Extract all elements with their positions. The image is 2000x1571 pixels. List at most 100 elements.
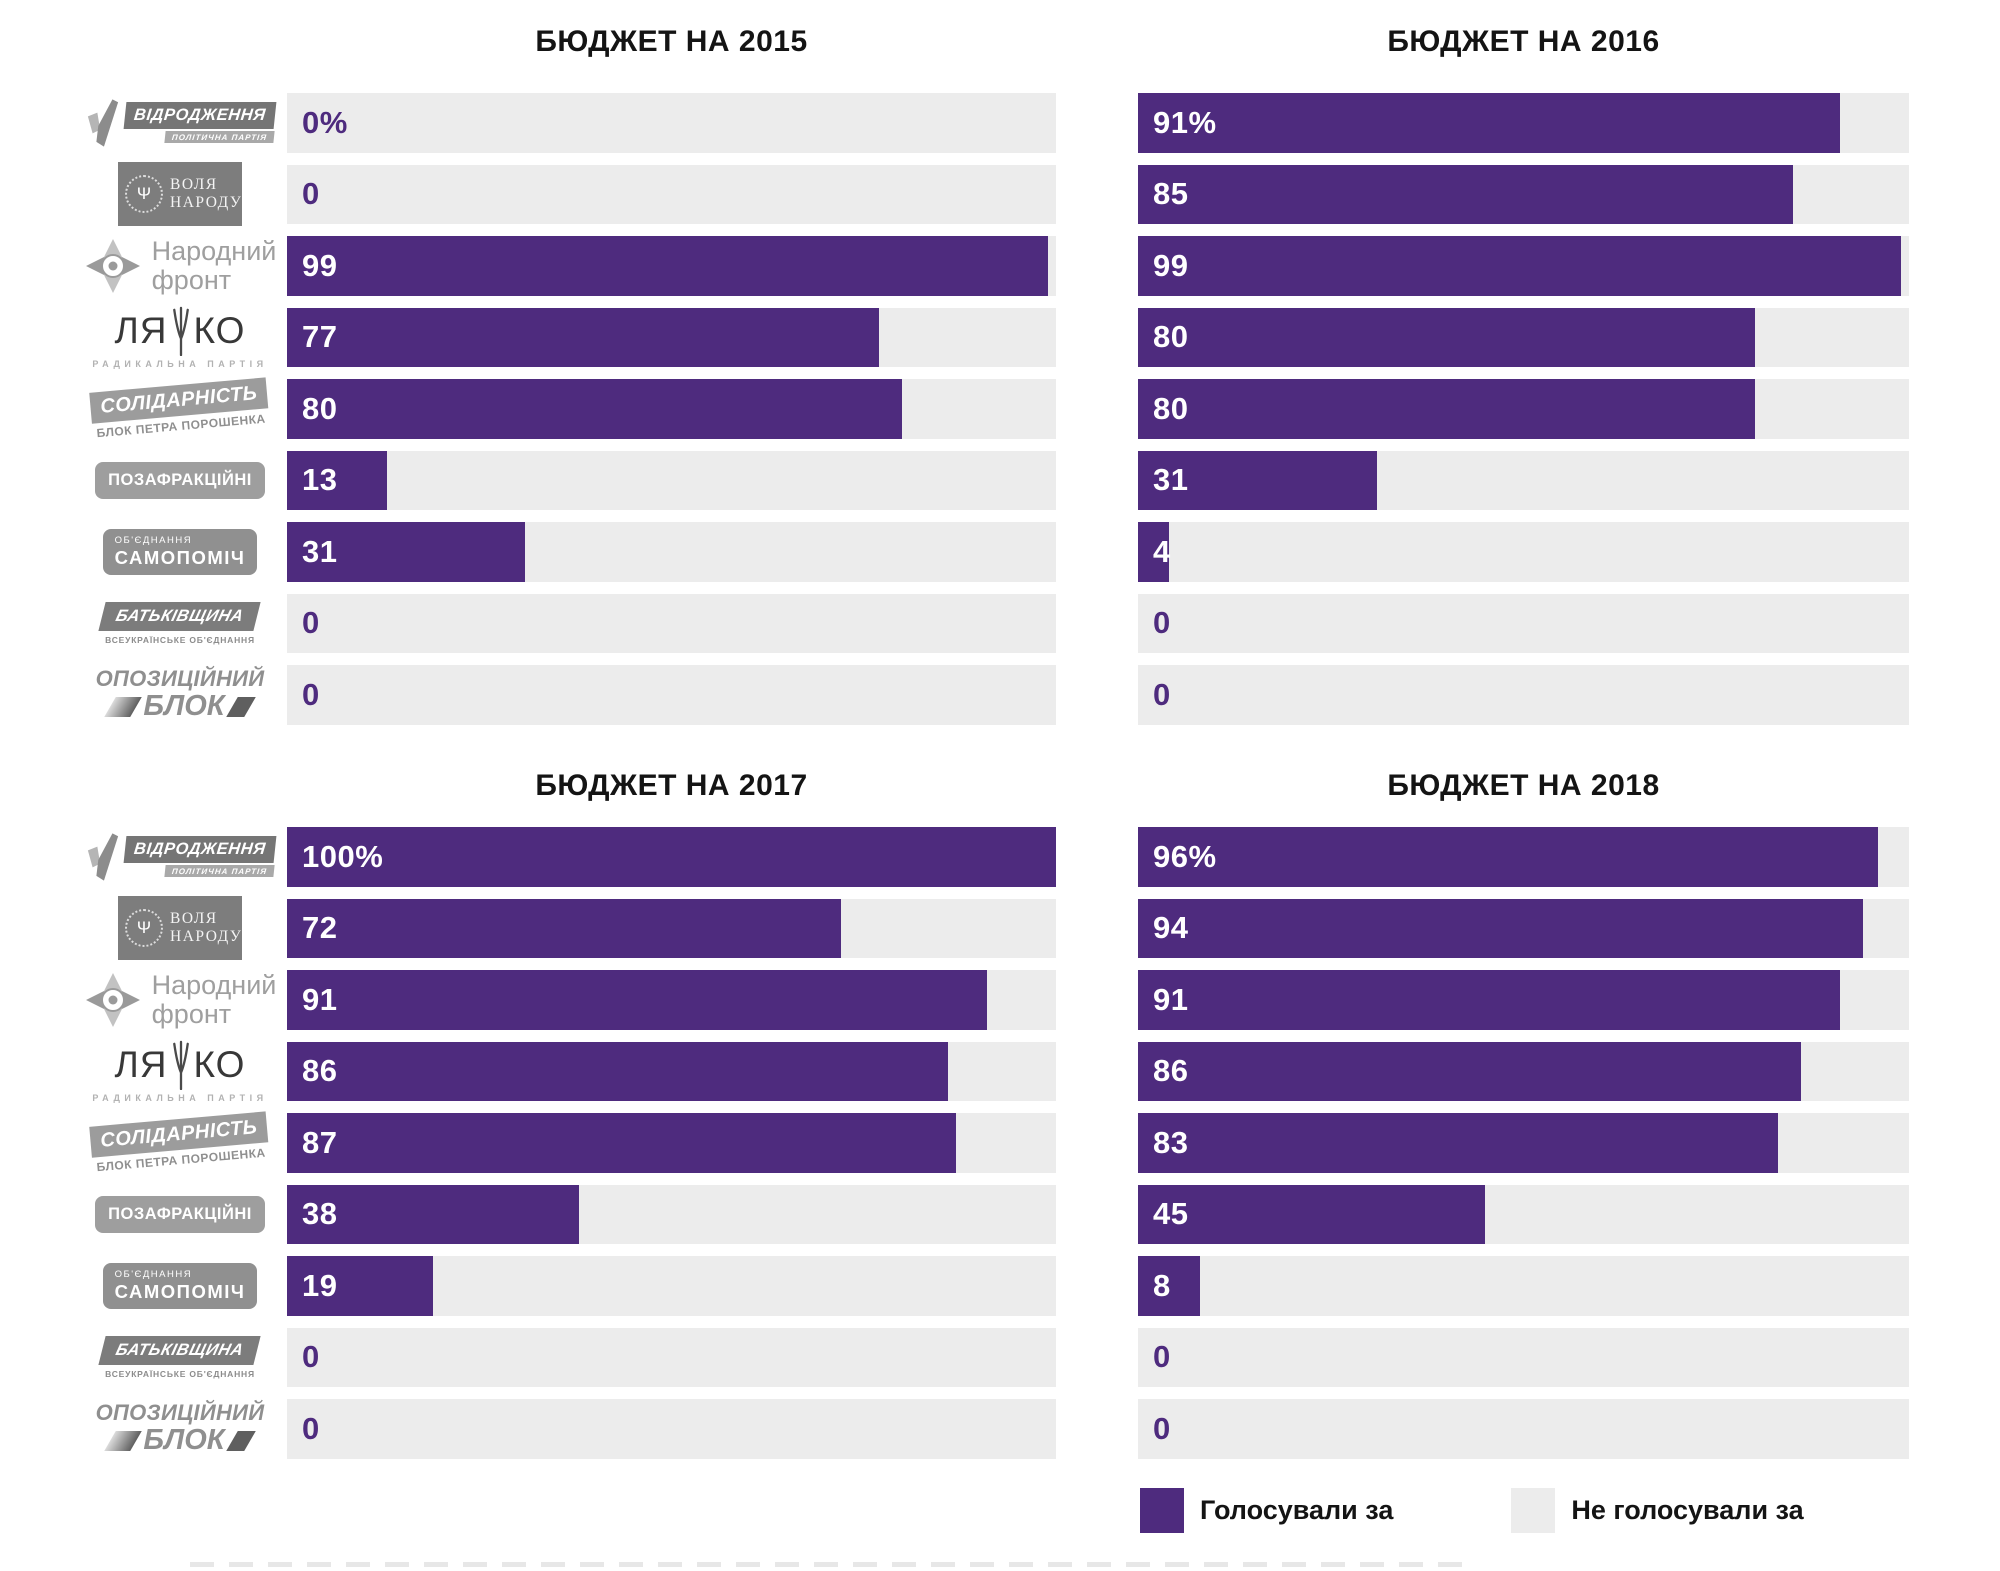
bar-row: 86 — [287, 1041, 1056, 1101]
party-row-liashko: ЛЯ КО РАДИКАЛЬНА ПАРТІЯ — [73, 1040, 287, 1103]
bar-fill-voted — [1138, 450, 1377, 510]
bar-row: 0 — [287, 593, 1056, 653]
party-logo-liashko: ЛЯ КО РАДИКАЛЬНА ПАРТІЯ — [92, 306, 267, 369]
bar-fill-voted — [287, 1184, 580, 1244]
bar-fill-voted — [1138, 1041, 1802, 1101]
bars-2017: 100% 72 91 86 87 38 19 0 0 — [287, 827, 1056, 1459]
party-row-pozafraktsiini: ПОЗАФРАКЦІЙНІ — [73, 451, 287, 511]
party-logo-liashko: ЛЯ КО РАДИКАЛЬНА ПАРТІЯ — [92, 1040, 267, 1103]
vidrodzhennia-subtitle: ПОЛІТИЧНА ПАРТІЯ — [164, 865, 275, 878]
nf-line2: фронт — [151, 998, 232, 1029]
bar-value-label: 86 — [302, 1053, 338, 1089]
bar-value-label: 100% — [302, 838, 384, 874]
bar-value-label: 19 — [302, 1267, 338, 1303]
bar-row: 0 — [1138, 665, 1909, 725]
bar-value-label: 4 — [1153, 533, 1171, 569]
bar-value-label: 77 — [302, 319, 338, 355]
bar-value-label: 91% — [1153, 104, 1217, 140]
bar-fill-voted — [1138, 1256, 1200, 1316]
bar-value-label: 0 — [1153, 1410, 1171, 1446]
narodnyi-front-wordmark: Народний фронт — [151, 969, 277, 1029]
bar-value-label: 0% — [302, 104, 348, 140]
bar-fill-voted — [1138, 164, 1794, 224]
bar-value-label: 83 — [1153, 1124, 1189, 1160]
bar-value-label: 0 — [302, 676, 320, 712]
party-row-batkivshchyna: БАТЬКІВЩИНА ВСЕУКРАЇНСЬКЕ ОБ'ЄДНАННЯ — [73, 1328, 287, 1388]
bar-row: 80 — [287, 379, 1056, 439]
party-logo-volia-narodu: Ψ ВОЛЯ НАРОДУ — [118, 162, 243, 227]
bar-value-label: 87 — [302, 1124, 338, 1160]
vidrodzhennia-wordmark: ВІДРОДЖЕННЯ ПОЛІТИЧНА ПАРТІЯ — [123, 836, 276, 878]
party-logos-column-bottom: ВІДРОДЖЕННЯ ПОЛІТИЧНА ПАРТІЯ Ψ ВОЛЯ НАРО… — [73, 827, 287, 1459]
bar-row: 80 — [1138, 379, 1909, 439]
opoblok-line1: ОПОЗИЦІЙНИЙ — [95, 1400, 265, 1426]
legend-not-voted-label: Не голосували за — [1571, 1495, 1804, 1525]
bar-value-label: 94 — [1153, 910, 1189, 946]
bar-fill-voted — [287, 898, 841, 958]
batkivshchyna-name: БАТЬКІВЩИНА — [98, 1335, 262, 1365]
pitchfork-icon — [172, 1040, 189, 1090]
volia-line2: НАРОДУ — [170, 194, 243, 212]
narodnyi-front-cross-icon — [85, 238, 140, 293]
bar-value-label: 13 — [302, 462, 338, 498]
volia-narodu-wordmark: ВОЛЯ НАРОДУ — [170, 910, 242, 947]
legend-not-voted-swatch — [1511, 1488, 1556, 1533]
narodnyi-front-cross-icon — [85, 972, 140, 1027]
bar-value-label: 0 — [302, 1410, 320, 1446]
bar-row: 8 — [1138, 1256, 1909, 1316]
volia-line2: НАРОДУ — [170, 928, 243, 946]
party-logo-pozafraktsiini: ПОЗАФРАКЦІЙНІ — [95, 461, 265, 499]
party-logos-column-top: ВІДРОДЖЕННЯ ПОЛІТИЧНА ПАРТІЯ Ψ ВОЛЯ НАРО… — [73, 93, 287, 725]
party-logo-solidarnist: СОЛІДАРНІСТЬ БЛОК ПЕТРА ПОРОШЕНКА — [89, 377, 271, 440]
liashko-right: КО — [193, 1044, 246, 1086]
party-row-samopomich: ОБ'ЄДНАННЯ САМОПОМІЧ — [73, 522, 287, 582]
bar-value-label: 86 — [1153, 1053, 1189, 1089]
bar-value-label: 85 — [1153, 176, 1189, 212]
bar-fill-voted — [287, 827, 1056, 887]
batkivshchyna-name: БАТЬКІВЩИНА — [98, 601, 262, 631]
party-row-vidrodzhennia: ВІДРОДЖЕННЯ ПОЛІТИЧНА ПАРТІЯ — [73, 827, 287, 887]
volia-line1: ВОЛЯ — [170, 909, 218, 927]
liashko-left: ЛЯ — [114, 1044, 168, 1086]
party-logo-vidrodzhennia: ВІДРОДЖЕННЯ ПОЛІТИЧНА ПАРТІЯ — [86, 97, 276, 149]
party-logo-opozytsiinyi-blok: ОПОЗИЦІЙНИЙ БЛОК — [96, 666, 265, 723]
bar-fill-voted — [1138, 827, 1879, 887]
party-logo-volia-narodu: Ψ ВОЛЯ НАРОДУ — [118, 896, 242, 961]
liashko-subtitle: РАДИКАЛЬНА ПАРТІЯ — [92, 358, 268, 369]
liashko-wordmark: ЛЯ КО — [115, 306, 246, 356]
bar-row: 96% — [1138, 827, 1909, 887]
opoblok-right-wedge-icon — [225, 696, 256, 717]
party-logo-narodnyi-front: Народний фронт — [84, 969, 277, 1029]
bar-value-label: 0 — [1153, 1339, 1171, 1375]
nf-line1: Народний — [151, 969, 277, 1000]
batkivshchyna-subtitle: ВСЕУКРАЇНСЬКЕ ОБ'ЄДНАННЯ — [105, 1368, 255, 1379]
legend-voted-swatch — [1140, 1488, 1184, 1533]
bar-row: 91 — [287, 970, 1056, 1030]
opoblok-line2-row: БЛОК — [104, 1424, 256, 1457]
bar-row: 38 — [287, 1184, 1056, 1244]
party-row-narodnyi-front: Народний фронт — [73, 236, 287, 296]
bar-row: 0 — [287, 665, 1056, 725]
party-logo-batkivshchyna: БАТЬКІВЩИНА ВСЕУКРАЇНСЬКЕ ОБ'ЄДНАННЯ — [98, 1335, 262, 1379]
bar-row: 72 — [287, 898, 1056, 958]
bar-row: 0 — [287, 1399, 1056, 1459]
bars-2015: 0% 0 99 77 80 13 31 0 0 — [287, 93, 1056, 725]
bar-fill-voted — [287, 236, 1049, 296]
bar-value-label: 72 — [302, 910, 338, 946]
bar-row: 99 — [1138, 236, 1909, 296]
bar-row: 77 — [287, 307, 1056, 367]
bar-fill-voted — [1138, 236, 1902, 296]
party-logo-batkivshchyna: БАТЬКІВЩИНА ВСЕУКРАЇНСЬКЕ ОБ'ЄДНАННЯ — [98, 601, 262, 645]
opoblok-line2: БЛОК — [143, 690, 225, 723]
bar-value-label: 91 — [302, 981, 338, 1017]
tryzub-icon: Ψ — [125, 909, 163, 948]
liashko-subtitle: РАДИКАЛЬНА ПАРТІЯ — [92, 1092, 268, 1103]
party-logo-solidarnist: СОЛІДАРНІСТЬ БЛОК ПЕТРА ПОРОШЕНКА — [89, 1111, 271, 1174]
samopomich-name: САМОПОМІЧ — [114, 1280, 246, 1302]
bar-fill-voted — [287, 1256, 434, 1316]
narodnyi-front-wordmark: Народний фронт — [152, 236, 277, 295]
party-row-liashko: ЛЯ КО РАДИКАЛЬНА ПАРТІЯ — [73, 306, 287, 369]
bar-fill-voted — [1138, 379, 1755, 439]
vidrodzhennia-wordmark: ВІДРОДЖЕННЯ ПОЛІТИЧНА ПАРТІЯ — [123, 102, 276, 144]
party-logo-samopomich: ОБ'ЄДНАННЯ САМОПОМІЧ — [102, 1262, 258, 1309]
